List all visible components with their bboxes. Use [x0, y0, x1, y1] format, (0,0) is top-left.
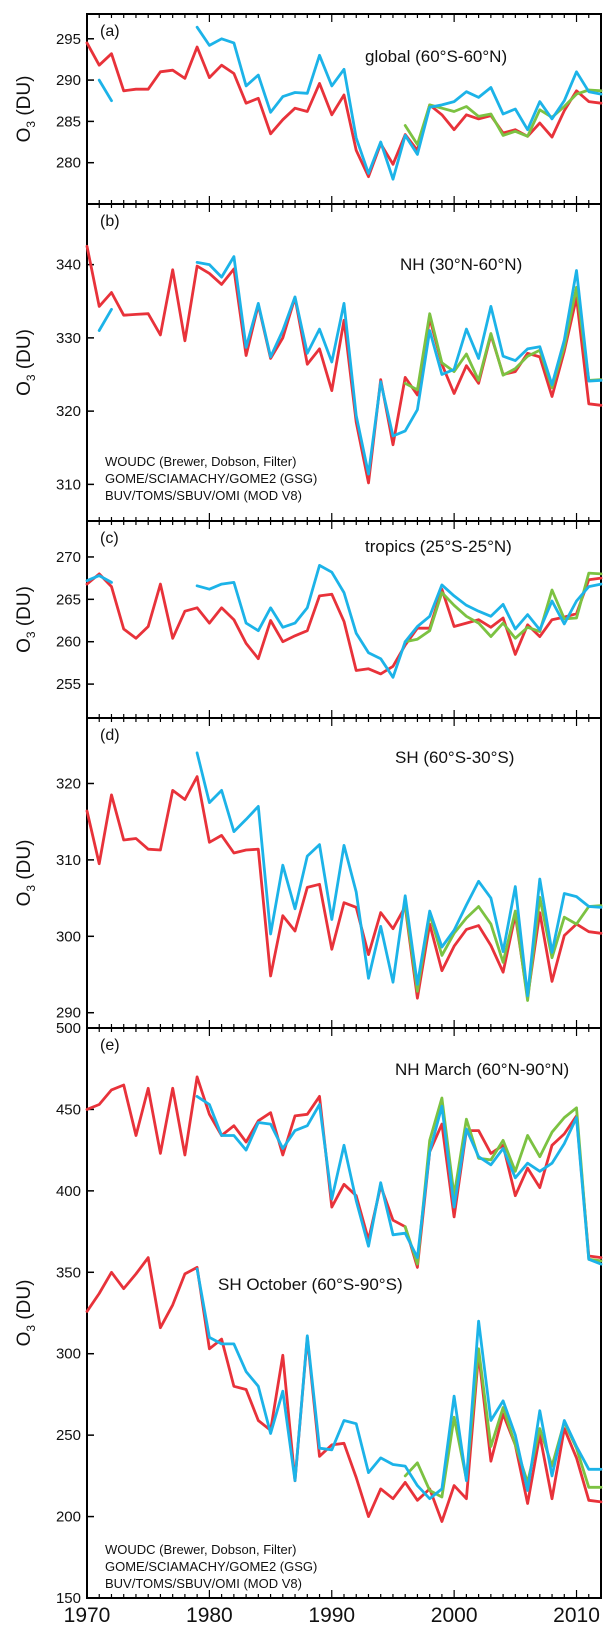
y-tick-label: 300: [56, 928, 81, 945]
x-tick-label: 2010: [553, 1604, 600, 1627]
region-label: NH March (60°N-90°N): [395, 1060, 569, 1079]
series-line-woudc: [85, 1256, 603, 1523]
y-tick-label: 290: [56, 72, 81, 89]
y-tick-label: 265: [56, 591, 81, 608]
y-tick-label: 285: [56, 113, 81, 130]
panel-2: 255 260 265 270 O3 (DU) (c) tropics (25°S-25°N…: [14, 520, 603, 719]
y-tick-label: 250: [56, 1427, 81, 1444]
series-line-modv8: [195, 1267, 603, 1501]
series-line-woudc: [85, 244, 603, 485]
panel-frame: [86, 13, 602, 205]
panel-3: 290 300 310 320 O3 (DU) (d) SH (60°S-30°S): [14, 717, 603, 1029]
y-axis-label: O3 (DU): [14, 840, 38, 907]
panel-label: (a): [100, 23, 120, 40]
y-axis-label: O3 (DU): [14, 586, 38, 653]
legend-entry-modv8: BUV/TOMS/SBUV/OMI (MOD V8): [105, 488, 302, 503]
panel-label: (e): [100, 1037, 120, 1054]
legend-entry-gsg: GOME/SCIAMACHY/GOME2 (GSG): [105, 1559, 317, 1574]
panel-label: (d): [100, 727, 120, 744]
region-label: NH (30°N-60°N): [400, 255, 522, 274]
panel-1: 310 320 330 340 O3 (DU) (b) NH (30°N-60°N) WOUD…: [14, 203, 603, 522]
y-tick-label: 310: [56, 852, 81, 869]
series-line-modv8: [97, 255, 603, 476]
series-line-woudc: [85, 1075, 603, 1269]
panel-4: 150 200 250 300 350 400 450 500 O3 (DU) (e) NH Mar…: [14, 1020, 603, 1627]
series-line-gsg: [403, 285, 603, 392]
legend-entry-woudc: WOUDC (Brewer, Dobson, Filter): [105, 454, 296, 469]
series-line-woudc: [85, 572, 603, 676]
legend-entry-modv8: BUV/TOMS/SBUV/OMI (MOD V8): [105, 1576, 302, 1591]
y-tick-label: 270: [56, 549, 81, 566]
region-label: tropics (25°S-25°N): [365, 537, 512, 556]
y-axis-label: O3 (DU): [14, 76, 38, 143]
series-line-gsg: [403, 1347, 603, 1499]
legend-entry-gsg: GOME/SCIAMACHY/GOME2 (GSG): [105, 471, 317, 486]
y-tick-label: 310: [56, 476, 81, 493]
y-tick-label: 255: [56, 676, 81, 693]
legend-entry-woudc: WOUDC (Brewer, Dobson, Filter): [105, 1542, 296, 1557]
series-line-gsg: [403, 1096, 603, 1266]
series-line-gsg: [403, 88, 603, 146]
region-label-2: SH October (60°S-90°S): [218, 1275, 403, 1294]
y-tick-label: 260: [56, 634, 81, 651]
panel-label: (b): [100, 213, 120, 230]
series-line-gsg: [403, 895, 603, 1002]
x-tick-label: 1980: [186, 1604, 233, 1627]
panel-0: 280 285 290 295 O3 (DU) (a) global (60°S-60°N): [14, 13, 603, 205]
y-axis-label: O3 (DU): [14, 329, 38, 396]
y-tick-label: 320: [56, 775, 81, 792]
y-tick-label: 450: [56, 1101, 81, 1118]
y-tick-label: 340: [56, 257, 81, 274]
y-tick-label: 350: [56, 1264, 81, 1281]
y-tick-label: 280: [56, 155, 81, 172]
y-tick-label: 200: [56, 1509, 81, 1526]
series-line-modv8: [97, 25, 603, 181]
panel-label: (c): [100, 530, 119, 547]
series-line-modv8: [85, 564, 603, 679]
x-tick-label: 1970: [64, 1604, 111, 1627]
region-label: global (60°S-60°N): [365, 47, 507, 66]
panel-frame: [86, 1027, 602, 1599]
series-line-modv8: [195, 1095, 603, 1266]
region-label: SH (60°S-30°S): [395, 748, 514, 767]
y-tick-label: 300: [56, 1346, 81, 1363]
y-tick-label: 295: [56, 31, 81, 48]
x-tick-label: 1990: [308, 1604, 355, 1627]
x-tick-label: 2000: [431, 1604, 478, 1627]
series-line-modv8: [195, 751, 603, 998]
y-tick-label: 500: [56, 1020, 81, 1037]
y-axis-label: O3 (DU): [14, 1280, 38, 1347]
y-tick-label: 330: [56, 330, 81, 347]
y-tick-label: 320: [56, 403, 81, 420]
y-tick-label: 150: [56, 1590, 81, 1607]
y-tick-label: 400: [56, 1183, 81, 1200]
series-line-woudc: [85, 41, 603, 179]
y-tick-label: 290: [56, 1005, 81, 1022]
